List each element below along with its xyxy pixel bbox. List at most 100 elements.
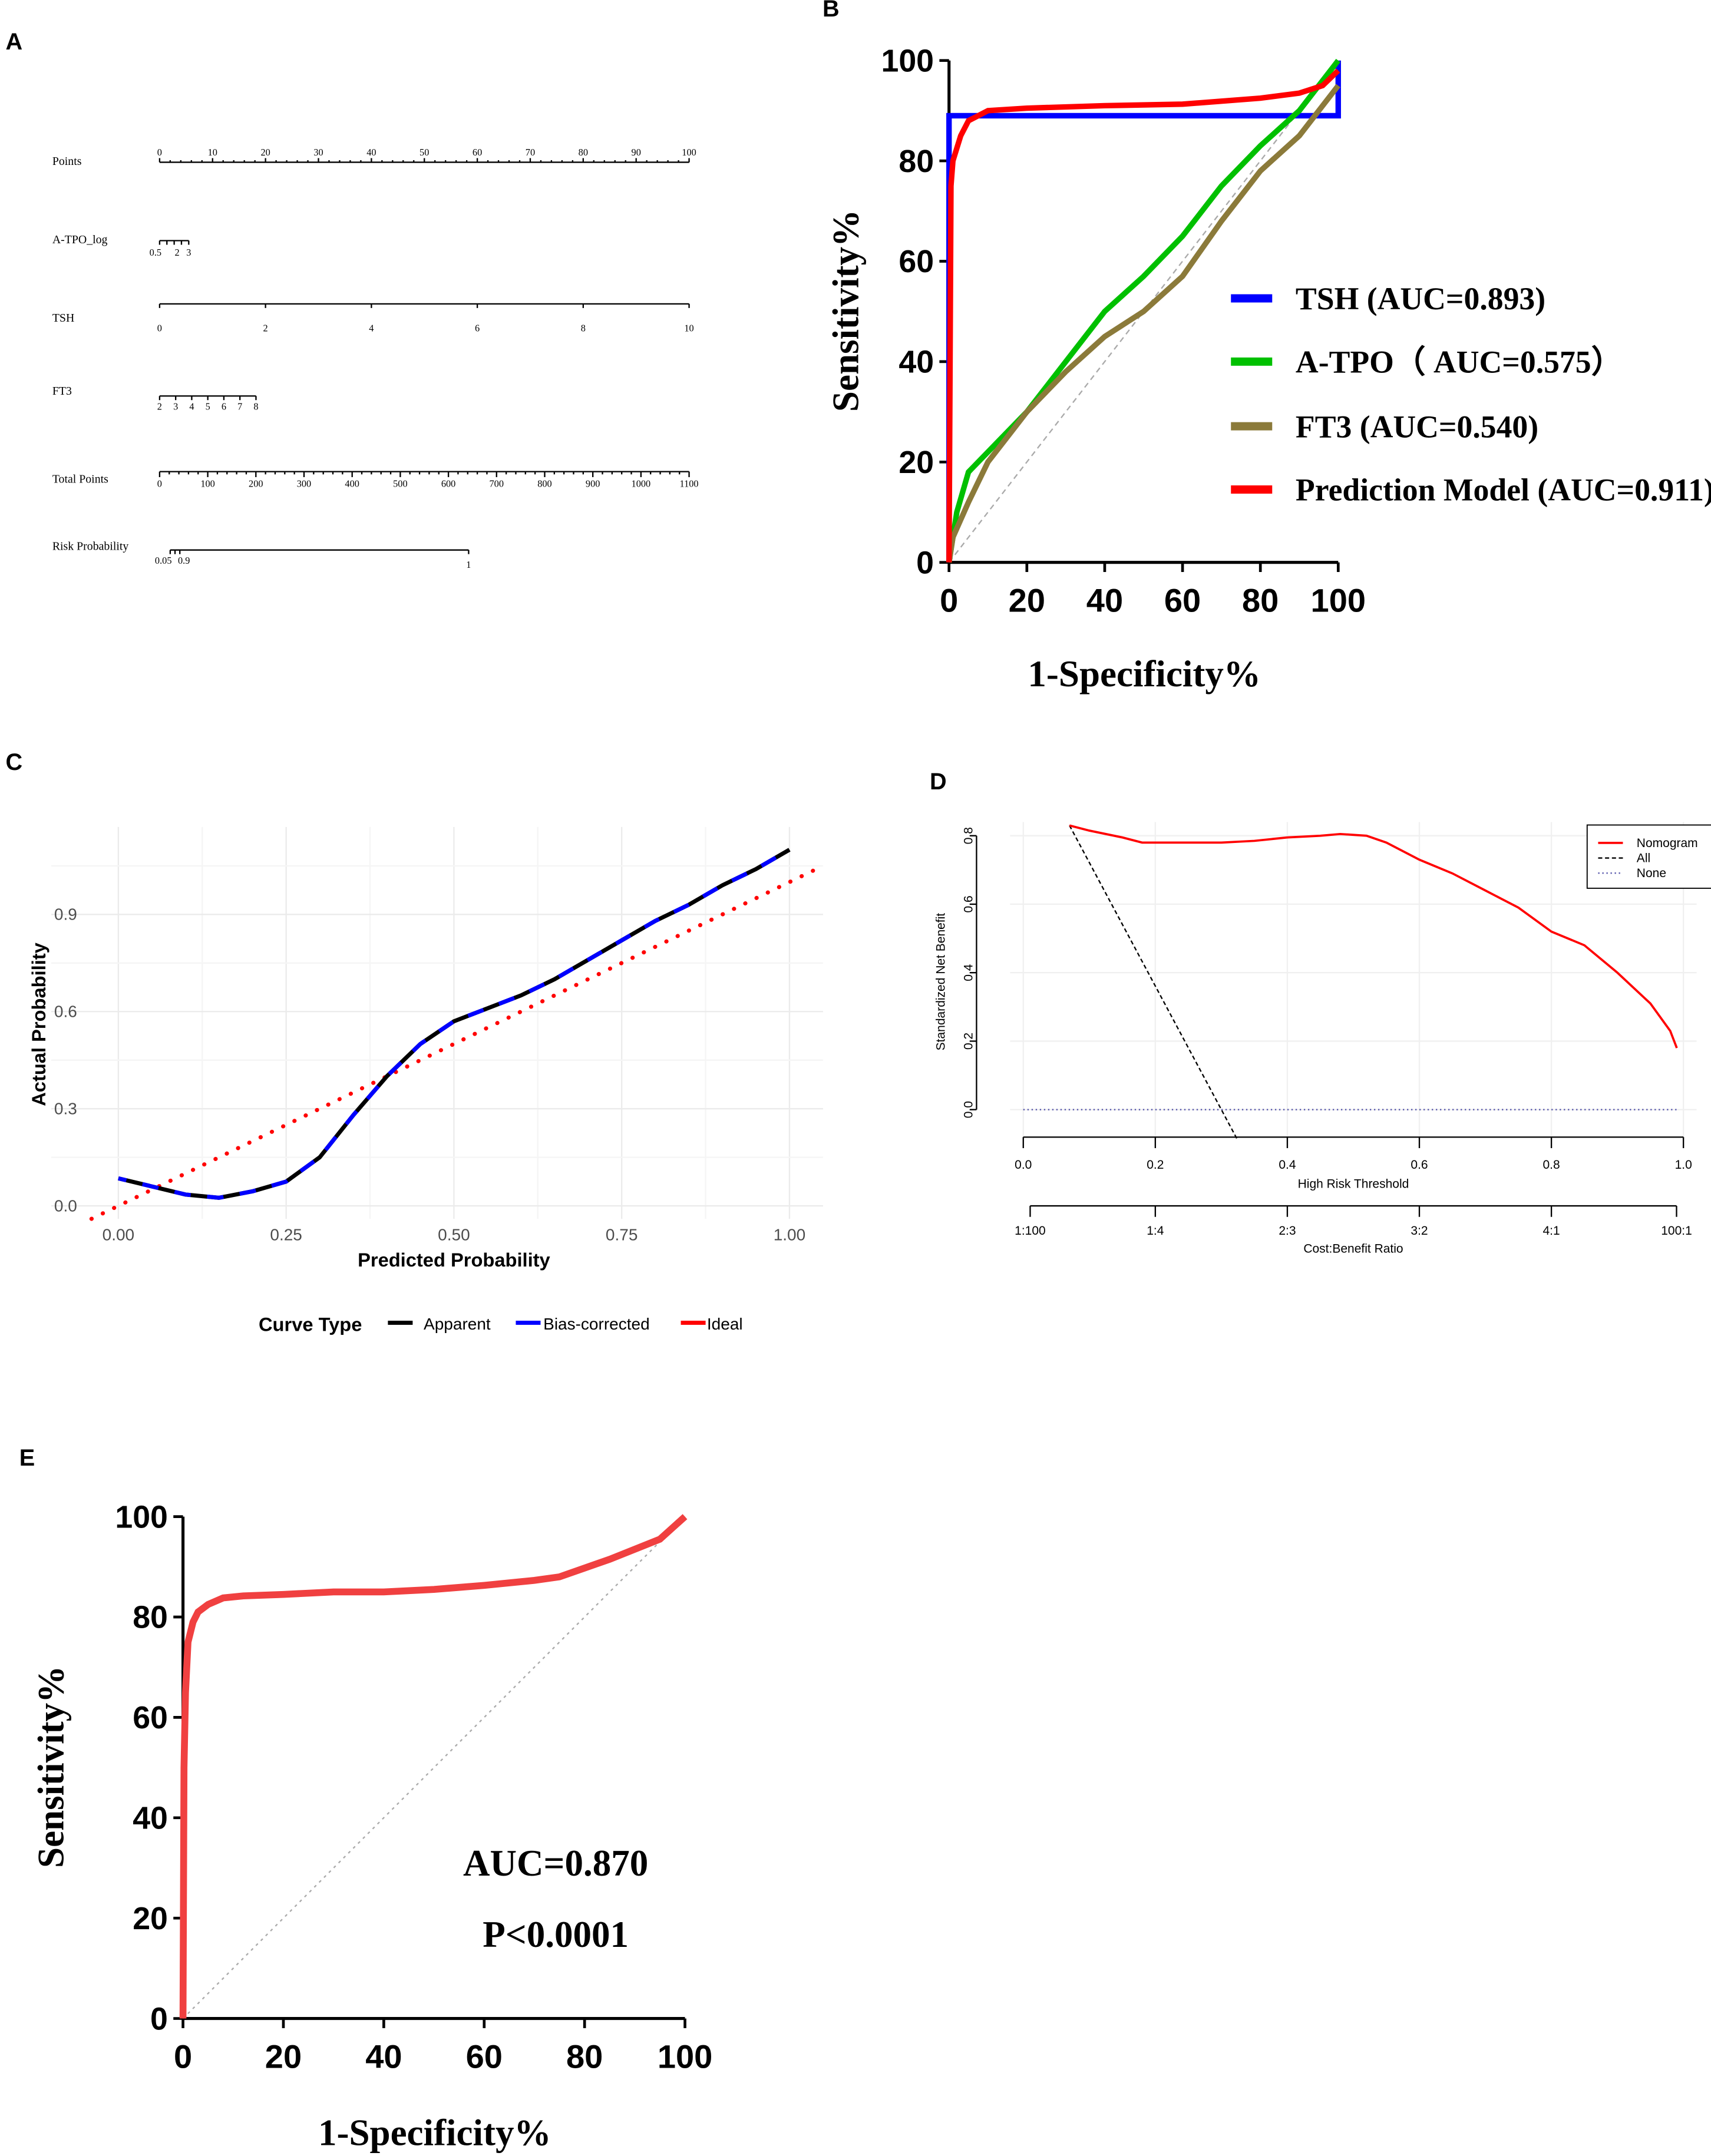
points-tick-label: 60 (473, 147, 482, 158)
points-tick-label: 50 (420, 147, 429, 158)
x-tick-label: 60 (1164, 582, 1201, 619)
cost-benefit-tick-label: 4:1 (1542, 1224, 1560, 1238)
y-axis-label: Actual Probability (28, 943, 49, 1106)
risk-tick-label: 0.05 (155, 555, 172, 566)
cost-benefit-tick-label: 2:3 (1279, 1224, 1296, 1238)
points-tick-label: 80 (579, 147, 588, 158)
x-tick-label: 1.00 (774, 1225, 806, 1244)
x-tick-label: 80 (1242, 582, 1279, 619)
ft3-tick-label: 5 (206, 401, 210, 412)
total-points-tick-label: 300 (297, 478, 312, 489)
p-value-annotation: P<0.0001 (483, 1914, 629, 1955)
y-tick-label: 60 (899, 244, 934, 279)
roc-curve-1 (946, 58, 1340, 563)
legend-label: All (1637, 852, 1650, 865)
x-tick-label: 100 (658, 2038, 712, 2075)
points-tick-label: 70 (526, 147, 535, 158)
nomogram-label: FT3 (52, 385, 72, 398)
points-tick-label: 30 (313, 147, 323, 158)
y-axis-label: Sensitivity% (31, 1666, 72, 1868)
legend-label: Nomogram (1637, 836, 1698, 850)
cost-benefit-tick-label: 1:100 (1015, 1224, 1046, 1238)
cost-benefit-tick-label: 3:2 (1411, 1224, 1428, 1238)
points-tick-label: 100 (682, 147, 696, 158)
y-tick-label: 80 (899, 144, 934, 179)
legend-label: Prediction Model (AUC=0.911) (1296, 472, 1711, 508)
x-tick-label: 0.25 (270, 1225, 302, 1244)
ft3-tick-label: 6 (222, 401, 226, 412)
total-points-tick-label: 0 (157, 478, 162, 489)
total-points-tick-label: 400 (345, 478, 359, 489)
x-tick-label: 0.4 (1279, 1158, 1296, 1172)
nomogram-line (1069, 824, 1678, 1049)
nomogram-label: TSH (52, 312, 74, 325)
roc-curve-3 (946, 68, 1340, 563)
total-points-tick-label: 800 (537, 478, 552, 489)
y-tick-label: 20 (133, 1901, 168, 1936)
x-axis-label: Predicted Probability (358, 1249, 550, 1271)
x-tick-label: 0.6 (1411, 1158, 1428, 1172)
x-tick-label: 20 (265, 2038, 302, 2075)
x-tick-label: 0.00 (103, 1225, 135, 1244)
legend-title: Curve Type (259, 1313, 362, 1335)
total-points-tick-label: 600 (441, 478, 456, 489)
ft3-tick-label: 4 (189, 401, 194, 412)
total-points-tick-label: 900 (586, 478, 600, 489)
tsh-tick-label: 4 (369, 323, 374, 334)
panel-label-e: E (19, 1445, 35, 1471)
y-tick-label: 0.4 (962, 964, 975, 981)
legend-label: FT3 (AUC=0.540) (1296, 409, 1538, 444)
y-axis-label: Standardized Net Benefit (934, 913, 948, 1051)
x-axis-label: 1-Specificity% (318, 2112, 551, 2153)
total-points-tick-label: 200 (249, 478, 263, 489)
y-tick-label: 40 (899, 345, 934, 380)
nomogram-label: Risk Probability (52, 540, 129, 553)
x-tick-label: 20 (1009, 582, 1045, 619)
nomogram-label: Total Points (52, 472, 108, 485)
roc-curve-2 (946, 84, 1340, 563)
tsh-tick-label: 8 (581, 323, 586, 334)
legend-label: None (1637, 867, 1666, 880)
x-tick-label: 0.50 (438, 1225, 470, 1244)
x-tick-label: 60 (466, 2038, 503, 2075)
y-tick-label: 0.0 (962, 1101, 975, 1118)
panel-label-c: C (5, 749, 22, 775)
panel-label-d: D (930, 769, 947, 795)
atpo-tick-label: 2 (174, 247, 179, 258)
y-tick-label: 0.6 (962, 895, 975, 912)
x-tick-label: 0.0 (1015, 1158, 1032, 1172)
y-tick-label: 20 (899, 445, 934, 480)
total-points-tick-label: 1100 (680, 478, 699, 489)
ft3-tick-label: 7 (237, 401, 242, 412)
total-points-tick-label: 100 (200, 478, 214, 489)
y-tick-label: 80 (133, 1600, 168, 1635)
risk-tick-label: 0.9 (178, 555, 190, 566)
x-tick-label: 40 (365, 2038, 402, 2075)
auc-annotation: AUC=0.870 (463, 1843, 648, 1884)
x-tick-label: 80 (566, 2038, 603, 2075)
ideal-line (89, 867, 819, 1221)
y-tick-label: 0.8 (962, 827, 975, 844)
reference-diagonal (182, 1516, 686, 2019)
total-points-tick-label: 1000 (632, 478, 651, 489)
all-line (1069, 825, 1238, 1141)
ft3-tick-label: 2 (157, 401, 162, 412)
legend-box (1586, 824, 1711, 889)
x-tick-label: 1.0 (1675, 1158, 1692, 1172)
legend-label: Apparent (424, 1315, 491, 1333)
atpo-tick-label: 3 (186, 247, 191, 258)
y-tick-label: 60 (133, 1700, 168, 1735)
total-points-tick-label: 500 (393, 478, 408, 489)
x-tick-label: 100 (1311, 582, 1366, 619)
x-tick-label: 0 (174, 2038, 192, 2075)
roc-curve-0 (179, 1514, 688, 2019)
x-tick-label: 40 (1086, 582, 1123, 619)
ft3-tick-label: 8 (253, 401, 258, 412)
y-tick-label: 100 (881, 43, 934, 78)
y-tick-label: 0.2 (962, 1033, 975, 1050)
x-tick-label: 0 (940, 582, 958, 619)
tsh-tick-label: 2 (263, 323, 268, 334)
x-tick-label: 0.75 (606, 1225, 638, 1244)
y-tick-label: 0 (150, 2001, 168, 2036)
y-tick-label: 0.9 (54, 905, 77, 924)
